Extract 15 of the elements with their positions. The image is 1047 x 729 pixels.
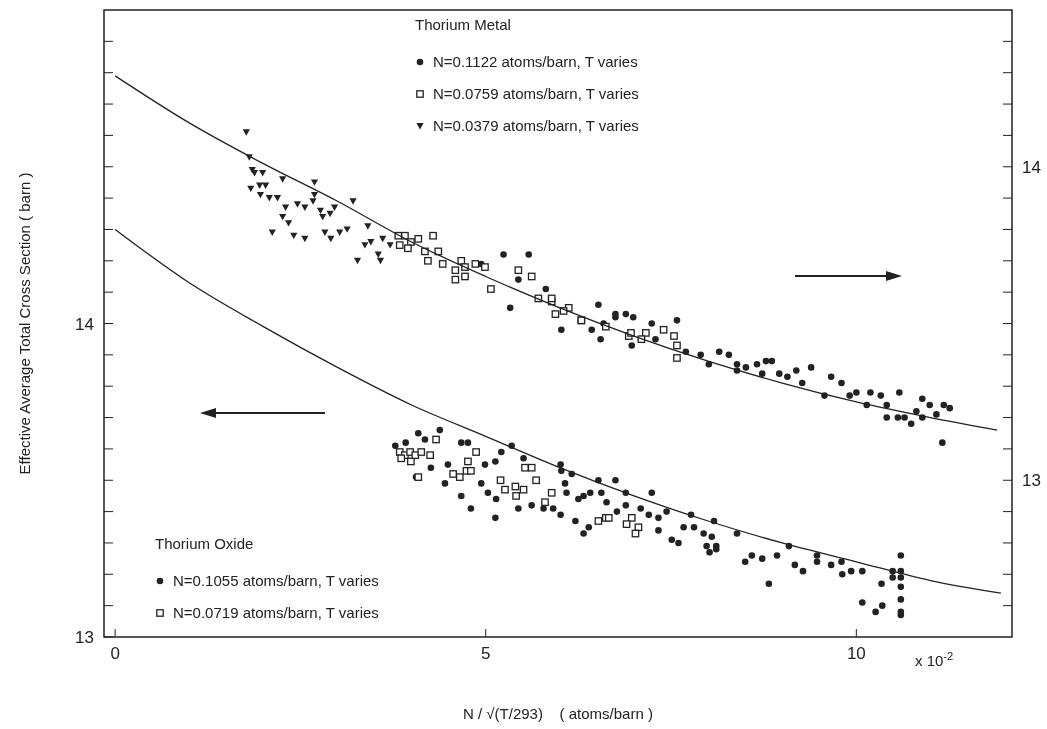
x-tick-label: 0 (110, 644, 120, 663)
text: x 10$^{-2}$ (915, 650, 954, 669)
x-tick-label: 10 (846, 644, 866, 663)
annotation: Thorium Metal (415, 16, 511, 33)
legend-label: N=0.1122 atoms/barn, T varies (433, 53, 638, 70)
y-axis-title: Effective Average Total Cross Section ( barn ) (16, 172, 33, 475)
legend-label: N=0.0759 atoms/barn, T varies (433, 85, 639, 102)
legend-label: N=0.0379 atoms/barn, T varies (433, 117, 639, 134)
legend-label: N=0.0719 atoms/barn, T varies (173, 604, 379, 621)
x-axis-title: N / √(T/293) ( atoms/barn ) (463, 705, 653, 722)
y2-tick-label: 13 (1022, 471, 1041, 491)
y2-tick-label: 14 (1022, 157, 1041, 177)
x-tick-label: 5 (481, 644, 491, 663)
legend-label: N=0.1055 atoms/barn, T varies (173, 572, 379, 589)
annotation: Thorium Oxide (155, 535, 254, 552)
